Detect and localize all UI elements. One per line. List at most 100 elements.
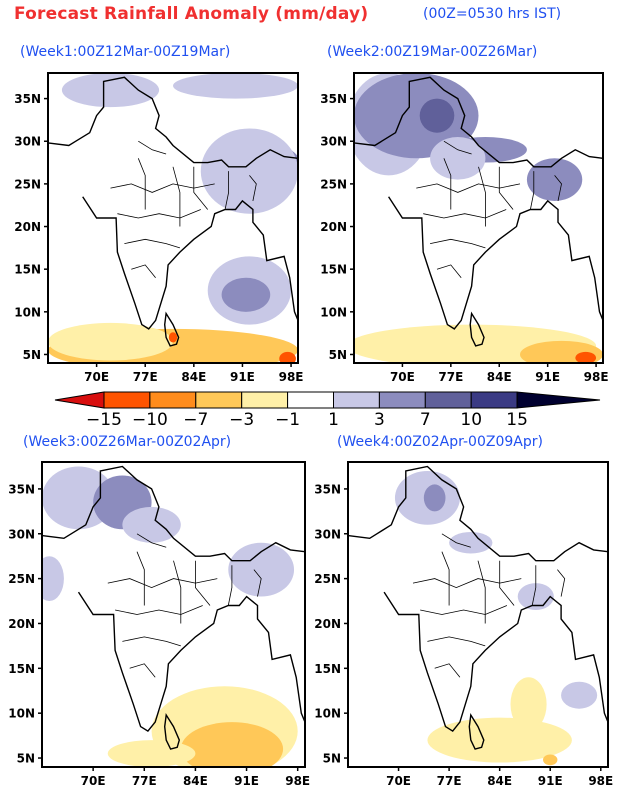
state-boundary: [194, 560, 211, 606]
state-boundary: [110, 183, 215, 193]
panel-title-week2: (Week2:00Z19Mar-00Z26Mar): [327, 44, 538, 60]
state-boundary: [478, 166, 486, 227]
lat-tick-label: 5N: [323, 752, 341, 766]
anomaly-region: [449, 531, 493, 554]
anomaly-region: [430, 136, 486, 180]
map-panel-1: 5N 10N 15N 20N 25N 30N 35N 70E 77E 84E 91E 98E: [14, 72, 304, 384]
state-boundary: [499, 560, 515, 606]
lat-tick-label: 30N: [14, 135, 41, 149]
lat-tick-label: 35N: [14, 92, 41, 106]
colorbar: −15 −10 −7 −3 −1 1 3 7 10 15: [54, 391, 601, 430]
lon-tick-label: 98E: [279, 370, 304, 384]
lon-tick-label: 77E: [133, 370, 158, 384]
anomaly-region: [575, 351, 597, 363]
state-boundary: [136, 533, 167, 548]
state-boundary: [124, 238, 181, 249]
state-boundary: [554, 175, 562, 201]
state-boundary: [430, 238, 486, 249]
state-boundary: [427, 636, 486, 647]
colorbar-level-label: −3: [229, 410, 254, 430]
colorbar-level-label: −10: [132, 410, 168, 430]
state-boundary: [416, 183, 521, 193]
lat-tick-label: 20N: [320, 220, 347, 234]
state-boundary: [138, 140, 167, 155]
colorbar-segment: [333, 391, 380, 409]
figure-subtitle: (00Z=0530 hrs IST): [423, 6, 562, 22]
anomaly-region: [122, 506, 181, 543]
map-frame: [347, 461, 609, 768]
anomaly-region: [42, 556, 64, 602]
lat-tick-label: 30N: [8, 527, 35, 541]
lon-tick-label: 77E: [132, 774, 157, 788]
lat-tick-label: 15N: [14, 263, 41, 277]
state-boundary: [117, 209, 201, 219]
colorbar-level-label: −1: [275, 410, 300, 430]
lon-tick-label: 91E: [230, 370, 255, 384]
lat-tick-label: 25N: [314, 572, 341, 586]
map-frame: [47, 72, 299, 364]
anomaly-region: [61, 73, 160, 108]
anomaly-region: [200, 128, 298, 214]
colorbar-level-label: 10: [460, 410, 482, 430]
panel-title-week1: (Week1:00Z12Mar-00Z19Mar): [20, 44, 231, 60]
lat-tick-label: 5N: [23, 348, 41, 362]
lon-tick-label: 84E: [487, 370, 512, 384]
anomaly-region: [510, 677, 547, 732]
lat-tick-label: 20N: [314, 617, 341, 631]
state-boundary: [172, 166, 181, 227]
state-boundary: [136, 551, 145, 606]
colorbar-level-label: −7: [183, 410, 208, 430]
map-frame: [353, 72, 604, 364]
country-boundary: [348, 465, 608, 733]
lat-tick-label: 35N: [8, 482, 35, 496]
colorbar-segment: [470, 391, 518, 409]
lat-tick-label: 5N: [329, 348, 347, 362]
colorbar-level-label: 15: [506, 410, 528, 430]
colorbar-segment: [378, 391, 426, 409]
lat-tick-label: 25N: [320, 177, 347, 191]
state-boundary: [441, 533, 471, 548]
lat-tick-label: 15N: [314, 662, 341, 676]
anomaly-region: [168, 332, 178, 343]
colorbar-segment: [195, 391, 243, 409]
colorbar-high-extend: [516, 391, 601, 409]
state-boundary: [173, 560, 182, 624]
state-boundary: [434, 663, 461, 678]
lon-tick-label: 98E: [285, 774, 310, 788]
map-panel-2: 5N 10N 15N 20N 25N 30N 35N 70E 77E 84E 91E 98E: [320, 72, 609, 384]
colorbar-segment: [424, 391, 472, 409]
lon-tick-label: 77E: [437, 774, 462, 788]
lon-tick-label: 77E: [438, 370, 463, 384]
panel-title-week3: (Week3:00Z26Mar-00Z02Apr): [23, 434, 232, 450]
lat-tick-label: 30N: [320, 135, 347, 149]
lon-tick-label: 70E: [84, 370, 109, 384]
colorbar-level-label: 3: [374, 410, 385, 430]
map-panel-3: 5N 10N 15N 20N 25N 30N 35N 70E 77E 84E 91E 98E: [8, 461, 310, 788]
map-frame: [41, 461, 306, 768]
colorbar-level-label: 1: [328, 410, 339, 430]
lat-tick-label: 10N: [314, 707, 341, 721]
anomaly-region: [419, 98, 455, 133]
map-background: [348, 462, 608, 767]
lat-tick-label: 35N: [320, 92, 347, 106]
state-boundary: [227, 565, 233, 606]
anomaly-region: [107, 740, 196, 767]
colorbar-segment: [149, 391, 197, 409]
colorbar-segment: [287, 391, 335, 409]
anomaly-region: [561, 681, 598, 709]
anomaly-region: [221, 277, 271, 312]
lat-tick-label: 10N: [320, 305, 347, 319]
figure-title: Forecast Rainfall Anomaly (mm/day): [14, 4, 369, 24]
country-boundary: [48, 76, 298, 330]
anomaly-region: [48, 322, 173, 361]
country-boundary: [42, 465, 305, 733]
state-boundary: [193, 166, 209, 210]
lon-tick-label: 91E: [535, 370, 560, 384]
state-boundary: [441, 551, 450, 606]
state-boundary: [436, 264, 462, 278]
lat-tick-label: 25N: [14, 177, 41, 191]
sri-lanka-outline: [163, 712, 181, 750]
state-boundary: [137, 158, 146, 210]
sri-lanka-outline: [163, 311, 180, 347]
